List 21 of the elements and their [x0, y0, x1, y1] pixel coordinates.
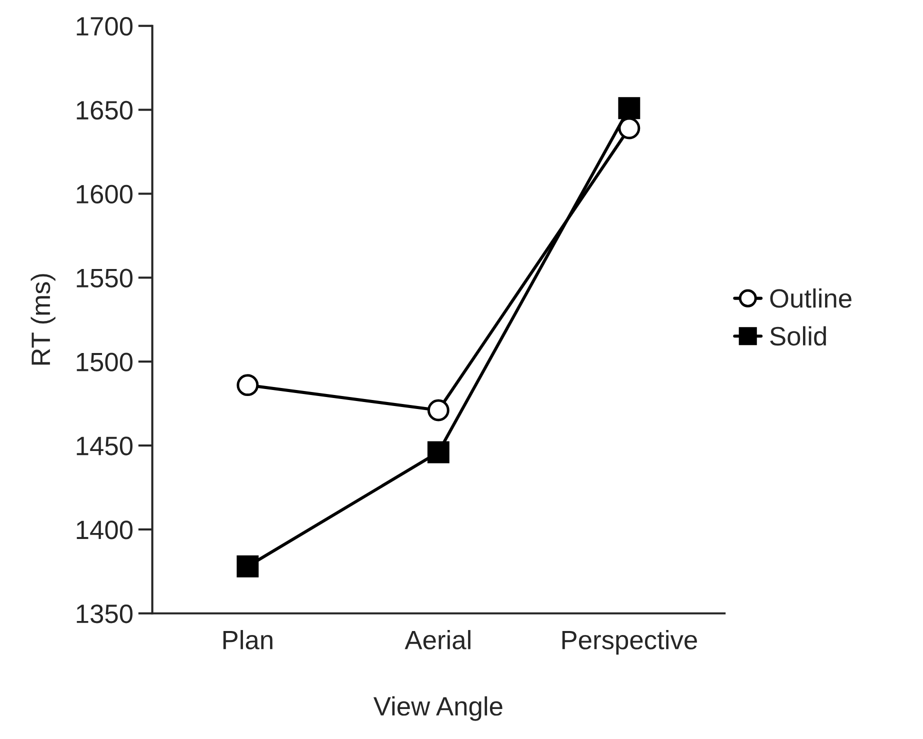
y-tick-label: 1450 — [76, 436, 133, 456]
y-axis-title: RT (ms) — [30, 274, 56, 365]
y-tick-label: 1500 — [76, 352, 133, 372]
y-tick-label: 1650 — [76, 100, 133, 120]
point — [427, 441, 450, 464]
legend-label: Solid — [770, 326, 826, 346]
y-tick-label: 1550 — [76, 268, 133, 288]
point — [618, 117, 640, 140]
x-axis-title: View Angle — [373, 696, 502, 721]
point — [236, 555, 259, 578]
x-tick-label: Perspective — [562, 630, 697, 655]
legend-label: Outline — [770, 288, 852, 308]
y-tick-label: 1700 — [76, 17, 133, 36]
point — [427, 399, 450, 422]
y-tick-label: 1350 — [76, 604, 133, 624]
x-tick-label: Plan — [223, 630, 272, 650]
x-tick-label: Aerial — [404, 630, 470, 650]
y-tick-label: 1400 — [76, 520, 133, 540]
point — [236, 374, 259, 396]
y-tick-label: 1600 — [76, 184, 133, 204]
point — [618, 97, 640, 120]
